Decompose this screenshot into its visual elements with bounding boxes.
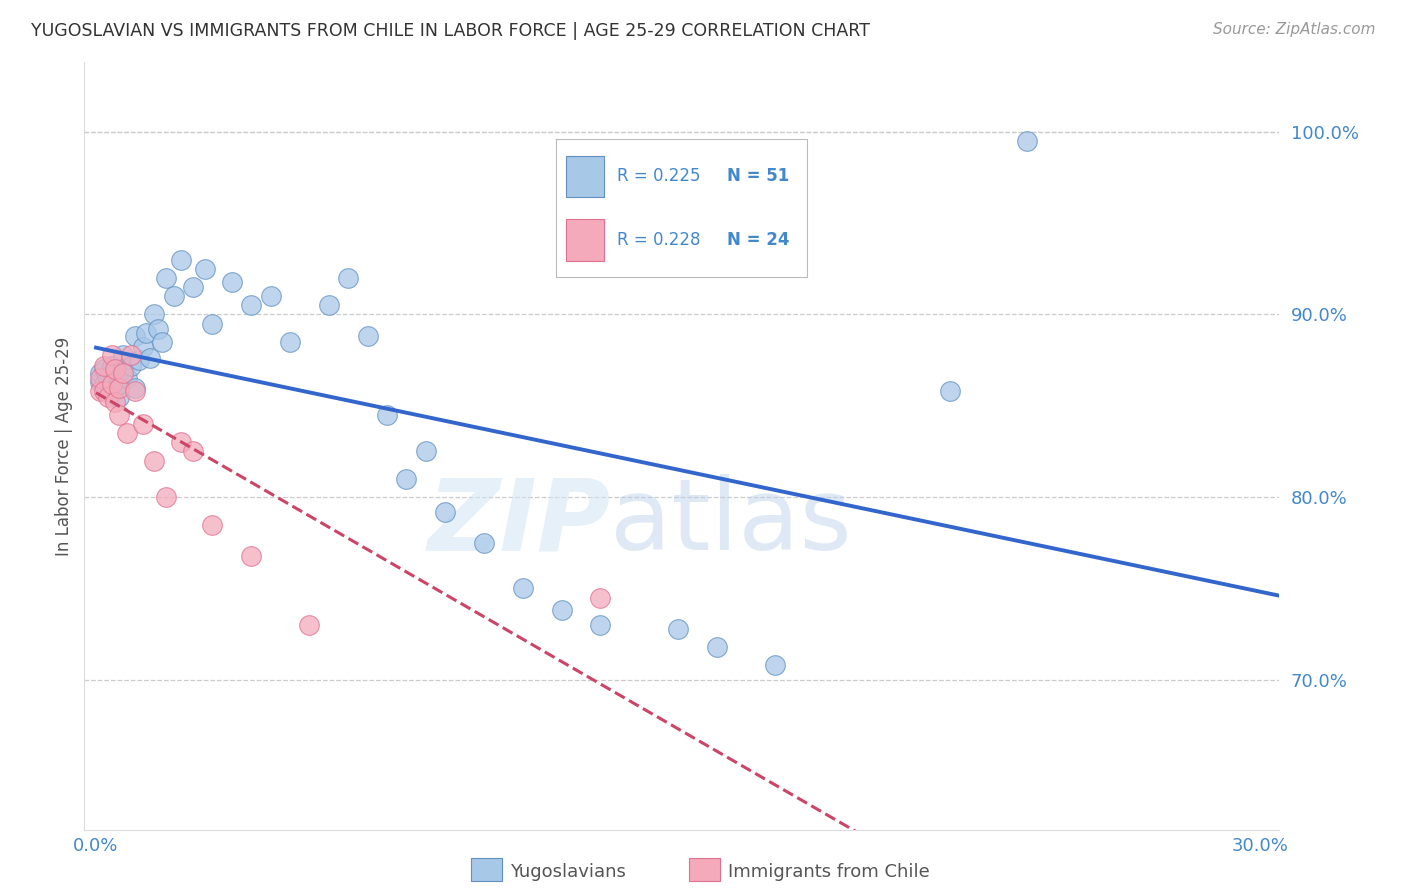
Point (93, 362, 115, 376)
Point (318, 298, 340, 312)
Point (124, 380, 146, 394)
Point (146, 322, 169, 336)
Point (240, 549, 263, 563)
Point (89, 384, 111, 399)
Point (120, 348, 142, 362)
Point (108, 380, 131, 394)
Point (763, 658, 786, 673)
Point (112, 362, 135, 376)
Point (115, 371, 138, 385)
Point (170, 435, 193, 450)
Point (97, 371, 120, 385)
Point (201, 517, 224, 532)
Point (512, 582, 534, 596)
Y-axis label: In Labor Force | Age 25-29: In Labor Force | Age 25-29 (55, 336, 73, 556)
Point (181, 280, 204, 294)
Point (100, 376, 122, 391)
Point (108, 390, 131, 404)
Point (150, 334, 173, 349)
Point (93, 359, 115, 373)
Point (104, 366, 127, 380)
Text: YUGOSLAVIAN VS IMMIGRANTS FROM CHILE IN LABOR FORCE | AGE 25-29 CORRELATION CHAR: YUGOSLAVIAN VS IMMIGRANTS FROM CHILE IN … (31, 22, 870, 40)
Point (89, 375, 111, 389)
Point (128, 353, 150, 368)
Point (100, 388, 122, 402)
Text: ZIP: ZIP (427, 475, 610, 571)
Point (100, 348, 122, 362)
Point (93, 376, 115, 391)
Point (135, 326, 157, 340)
Point (97, 384, 120, 399)
Point (131, 417, 153, 431)
Point (131, 340, 153, 354)
Text: atlas: atlas (610, 475, 852, 571)
Point (337, 271, 360, 285)
Point (155, 271, 177, 285)
Point (666, 622, 689, 636)
Point (162, 289, 184, 303)
Point (356, 329, 378, 343)
Point (221, 275, 243, 289)
Point (124, 384, 146, 399)
Point (240, 298, 263, 312)
Point (104, 380, 127, 394)
Point (375, 408, 398, 422)
Point (194, 261, 217, 276)
Point (472, 536, 495, 550)
Point (104, 395, 127, 409)
Point (155, 490, 177, 504)
Point (124, 329, 146, 343)
Point (115, 426, 138, 441)
Point (100, 359, 122, 373)
Point (415, 444, 437, 458)
Point (259, 289, 281, 303)
Point (201, 317, 224, 331)
Text: Source: ZipAtlas.com: Source: ZipAtlas.com (1212, 22, 1375, 37)
Point (434, 505, 457, 519)
Point (93, 384, 115, 399)
Point (1017, 134, 1039, 148)
Point (89, 371, 111, 385)
Point (589, 591, 612, 605)
Point (143, 308, 166, 322)
Point (104, 362, 127, 376)
Point (112, 366, 135, 380)
Point (108, 408, 131, 422)
Point (108, 376, 131, 391)
Text: Immigrants from Chile: Immigrants from Chile (728, 863, 929, 881)
Point (89, 366, 111, 380)
Point (550, 603, 572, 617)
Point (97, 390, 120, 404)
Point (170, 252, 193, 267)
Point (181, 444, 204, 458)
Point (706, 640, 728, 654)
Point (938, 384, 960, 399)
Point (120, 359, 142, 373)
Point (139, 351, 162, 366)
Text: Yugoslavians: Yugoslavians (510, 863, 626, 881)
Point (589, 618, 612, 632)
Point (395, 472, 418, 486)
Point (112, 348, 135, 362)
Point (298, 618, 321, 632)
Point (278, 334, 301, 349)
Point (143, 453, 166, 467)
